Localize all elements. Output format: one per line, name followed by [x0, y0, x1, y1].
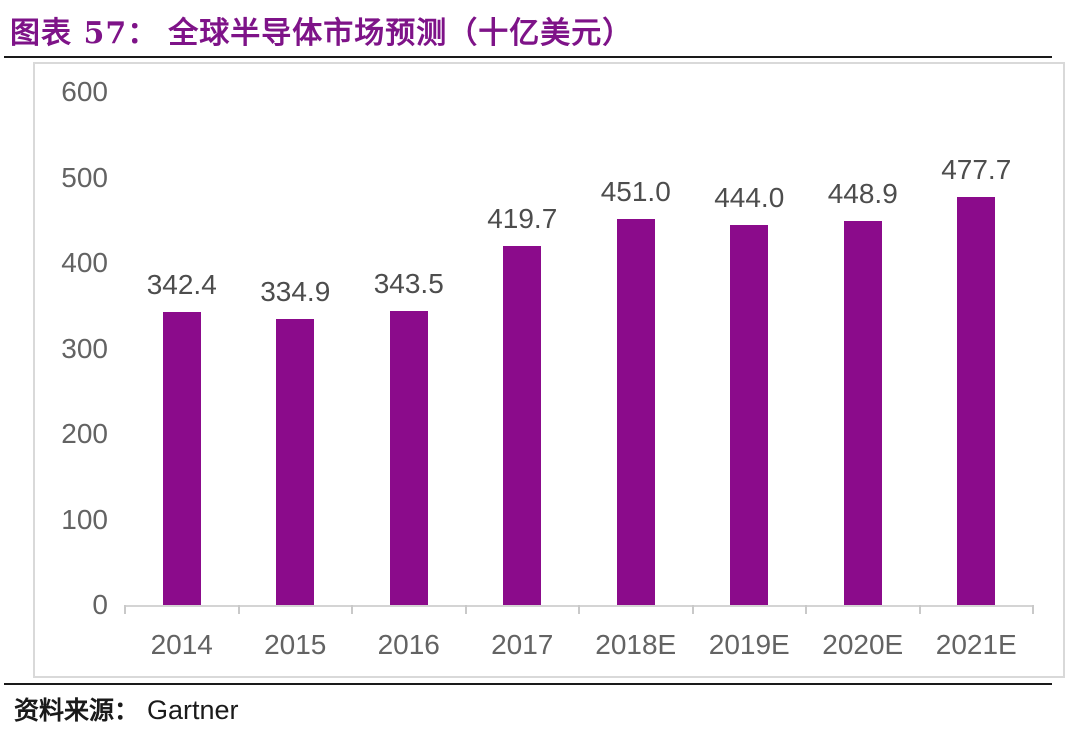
x-axis-category-label: 2020E [822, 629, 904, 660]
y-axis-tick-label: 500 [61, 161, 108, 193]
footer-divider [4, 683, 1052, 685]
bar [843, 221, 882, 605]
bar-value-label: 448.9 [827, 178, 898, 209]
x-axis-category-label: 2021E [935, 629, 1017, 660]
bar [616, 219, 655, 605]
figure-number-label: 图表 57： [10, 16, 159, 51]
y-axis-tick-label: 600 [61, 76, 108, 107]
bar-value-label: 342.4 [146, 269, 217, 300]
title-divider [4, 56, 1052, 58]
x-axis-category-label: 2019E [708, 629, 790, 660]
x-axis-category-label: 2017 [491, 629, 554, 660]
y-axis-tick-label: 0 [92, 589, 108, 620]
bar-value-label: 419.7 [487, 203, 558, 234]
bar-value-label: 451.0 [600, 176, 671, 207]
bar-value-label: 334.9 [260, 276, 331, 307]
figure-title: 图表 57： 全球半导体市场预测（十亿美元） [10, 8, 633, 52]
x-axis-tick-mark [464, 605, 467, 614]
x-axis-category-label: 2018E [595, 629, 677, 660]
bar [389, 311, 428, 605]
x-axis-category-label: 2015 [264, 629, 327, 660]
bar [162, 312, 201, 605]
x-axis-tick-mark [691, 605, 694, 614]
x-axis-tick-mark [1032, 605, 1034, 614]
bar-value-label: 477.7 [941, 154, 1012, 185]
source-label: 资料来源： [14, 696, 140, 725]
y-axis-tick-label: 400 [61, 247, 108, 278]
figure-title-text: 全球半导体市场预测（十亿美元） [168, 16, 634, 51]
x-axis-tick-mark [578, 605, 580, 614]
bar [730, 225, 769, 605]
source-line: 资料来源： Gartner [14, 691, 239, 727]
source-value: Gartner [147, 695, 239, 725]
x-axis-category-label: 2016 [377, 629, 440, 660]
x-axis-tick-mark [805, 605, 807, 614]
x-axis-category-label: 2014 [150, 629, 213, 660]
x-axis-tick-mark [237, 605, 240, 614]
bar-chart-plot-area: 0 100 200 300 400 500 600 342.4 2014 334.9 2015 343… [35, 64, 1063, 676]
x-axis-tick-mark [124, 605, 126, 614]
x-axis-tick-mark [351, 605, 353, 614]
chart-container: 0 100 200 300 400 500 600 342.4 2014 334.9 2015 343… [33, 62, 1065, 678]
bar [503, 246, 542, 605]
bar-value-label: 444.0 [714, 182, 785, 213]
bar [276, 319, 315, 605]
y-axis-tick-label: 200 [61, 418, 108, 449]
figure-header: 图表 57： 全球半导体市场预测（十亿美元） [10, 8, 633, 52]
y-axis-tick-label: 300 [61, 332, 108, 364]
x-axis-tick-mark [918, 605, 921, 614]
y-axis-tick-label: 100 [61, 503, 108, 535]
bar [957, 197, 996, 605]
bar-value-label: 343.5 [373, 268, 444, 299]
